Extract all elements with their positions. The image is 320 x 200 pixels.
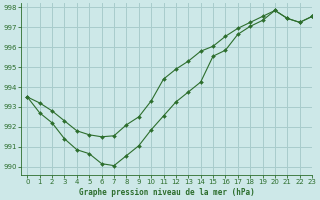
X-axis label: Graphe pression niveau de la mer (hPa): Graphe pression niveau de la mer (hPa) <box>79 188 254 197</box>
